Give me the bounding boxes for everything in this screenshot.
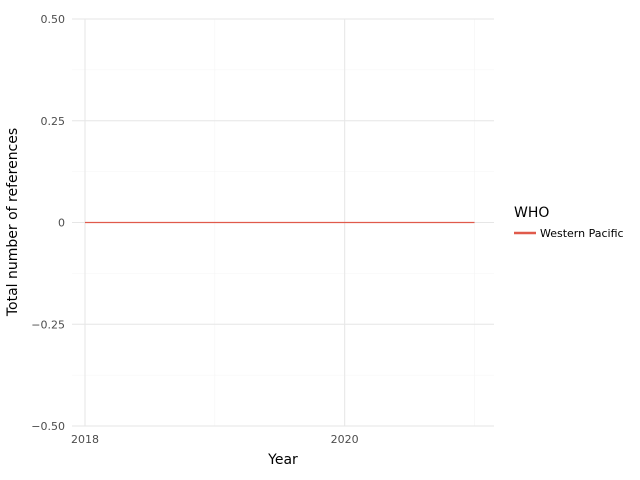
legend-title: WHO: [514, 205, 549, 221]
legend: WHO Western Pacific: [514, 205, 624, 240]
x-tick-label: 2020: [331, 433, 359, 446]
legend-items: Western Pacific: [514, 227, 624, 240]
y-axis-title: Total number of references: [5, 128, 21, 317]
y-tick-label: 0.50: [41, 13, 66, 26]
y-tick-label: 0.25: [41, 115, 66, 128]
x-tick-labels: 2018 2020: [71, 433, 359, 446]
y-tick-label: −0.25: [31, 318, 65, 331]
x-axis-title: Year: [267, 452, 298, 468]
y-tick-label: −0.50: [31, 420, 65, 433]
y-tick-label: 0: [58, 217, 65, 230]
y-tick-labels: −0.50 −0.25 0 0.25 0.50: [31, 13, 65, 433]
x-tick-label: 2018: [71, 433, 99, 446]
legend-label: Western Pacific: [540, 227, 624, 240]
